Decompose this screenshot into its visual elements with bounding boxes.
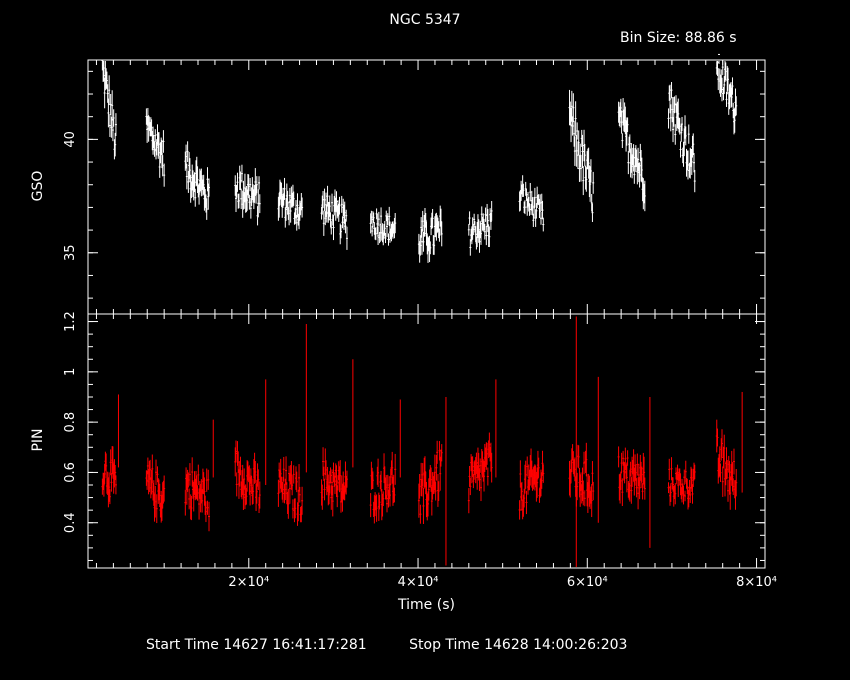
stop-time: Stop Time 14628 14:00:26:203 [409,637,628,653]
y-tick-label: 1 [63,368,78,376]
x-axis-label: Time (s) [398,597,455,613]
plot-title: NGC 5347 [389,12,461,28]
y-tick-label: 1.2 [63,311,78,332]
start-time: Start Time 14627 16:41:17:281 [146,637,367,653]
y-tick-label: 0.6 [63,462,78,483]
pin-axes-frame [87,313,766,569]
y-tick-label: 0.4 [63,512,78,533]
gso-axis-label: GSO [30,170,46,202]
time-range-footer: Start Time 14627 16:41:17:281 Stop Time … [146,637,665,653]
y-tick-label: 35 [63,244,78,261]
pin-panel: 0.4 0.6 0.8 1 1.2 2×10⁴ 4×10⁴ 6×10⁴ 8×10⁴ [63,311,777,590]
x-tick-label: 8×10⁴ [736,575,777,590]
y-tick-label: 0.8 [63,412,78,433]
bin-size-label: Bin Size: 88.86 s [620,30,737,46]
x-tick-label: 6×10⁴ [567,575,608,590]
pin-axis-label: PIN [30,428,46,452]
gso-axes-frame [87,59,766,315]
gso-panel: 35 40 [63,53,765,314]
y-tick-label: 40 [63,131,78,148]
x-tick-label: 2×10⁴ [228,575,269,590]
x-tick-label: 4×10⁴ [398,575,439,590]
